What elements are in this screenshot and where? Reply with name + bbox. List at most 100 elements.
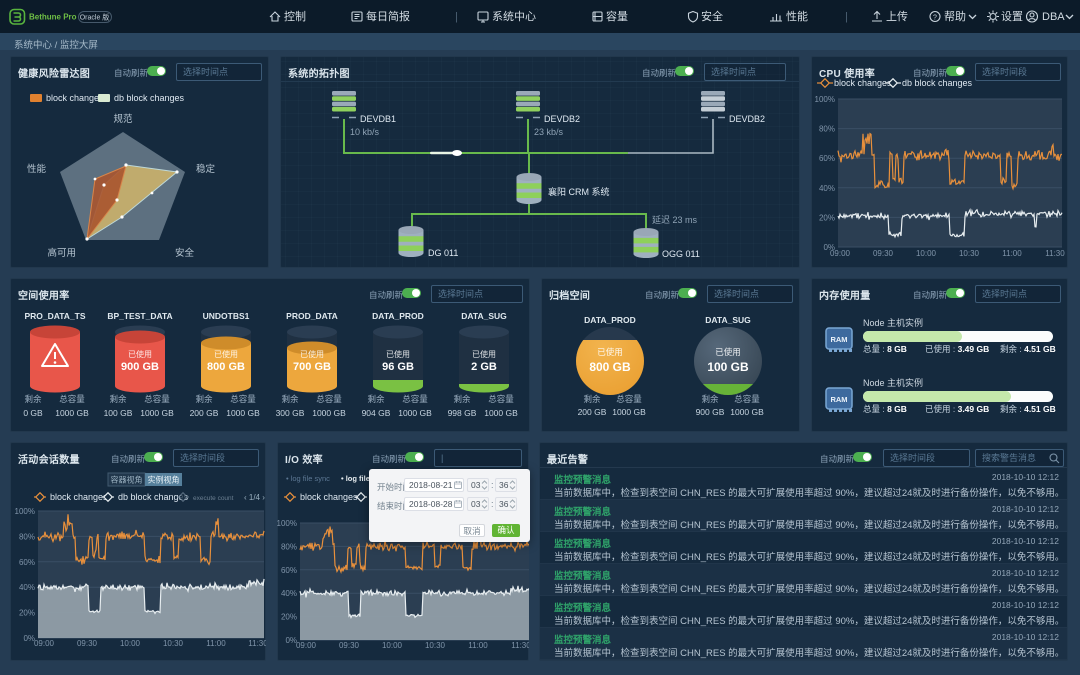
svg-text:安全: 安全 xyxy=(701,9,723,23)
svg-text:11:00: 11:00 xyxy=(206,639,226,648)
svg-text:1000 GB: 1000 GB xyxy=(140,408,174,418)
svg-text:40%: 40% xyxy=(19,583,35,592)
svg-text:20%: 20% xyxy=(819,213,835,222)
svg-text:1000 GB: 1000 GB xyxy=(398,408,432,418)
svg-text:09:00: 09:00 xyxy=(296,641,317,650)
svg-text:db block changes: db block changes xyxy=(902,78,973,88)
svg-text:23 kb/s: 23 kb/s xyxy=(534,127,564,137)
svg-text:|: | xyxy=(845,11,848,23)
svg-text:性能: 性能 xyxy=(27,163,47,175)
svg-text:1000 GB: 1000 GB xyxy=(484,408,518,418)
svg-text:已使用: 已使用 xyxy=(386,349,410,359)
svg-text:总容量: 总容量 xyxy=(230,394,256,404)
svg-text:80%: 80% xyxy=(281,542,297,551)
svg-text:998 GB: 998 GB xyxy=(448,408,477,418)
svg-text:60%: 60% xyxy=(19,558,35,567)
svg-text:DATA_SUG: DATA_SUG xyxy=(705,315,751,325)
svg-text:block changes: block changes xyxy=(50,492,108,502)
svg-text:剩余: 剩余 xyxy=(701,394,719,404)
svg-text:PRO_DATA_TS: PRO_DATA_TS xyxy=(24,311,85,321)
svg-text:高可用: 高可用 xyxy=(47,247,76,259)
svg-text:稳定: 稳定 xyxy=(196,163,216,175)
svg-text:DEVDB1: DEVDB1 xyxy=(360,114,396,124)
svg-text:1000 GB: 1000 GB xyxy=(55,408,89,418)
svg-text:40%: 40% xyxy=(819,184,835,193)
svg-text:0%: 0% xyxy=(23,634,35,643)
svg-text:• log file sync: • log file sync xyxy=(286,474,330,483)
svg-text:控制: 控制 xyxy=(284,9,306,23)
svg-text:block changes: block changes xyxy=(300,492,358,502)
svg-text:10 kb/s: 10 kb/s xyxy=(350,127,380,137)
svg-text:DEVDB2: DEVDB2 xyxy=(544,114,580,124)
svg-text:0 GB: 0 GB xyxy=(23,408,43,418)
svg-text:RAM: RAM xyxy=(830,335,847,344)
svg-text:09:30: 09:30 xyxy=(339,641,360,650)
svg-text:已使用: 已使用 xyxy=(214,349,238,359)
svg-text:10:30: 10:30 xyxy=(163,639,184,648)
svg-text:DG 011: DG 011 xyxy=(428,248,458,258)
svg-text:总量 : 8 GB: 总量 : 8 GB xyxy=(863,404,907,414)
svg-text:PROD_DATA: PROD_DATA xyxy=(286,311,338,321)
svg-text:剩余 : 4.51 GB: 剩余 : 4.51 GB xyxy=(1000,404,1056,414)
svg-text:DATA_SUG: DATA_SUG xyxy=(461,311,507,321)
svg-text:11:00: 11:00 xyxy=(468,641,488,650)
svg-text:RAM: RAM xyxy=(830,395,847,404)
svg-text:100%: 100% xyxy=(277,519,297,528)
svg-text:80%: 80% xyxy=(19,532,35,541)
svg-text:db block changes: db block changes xyxy=(114,93,185,103)
svg-text:BP_TEST_DATA: BP_TEST_DATA xyxy=(107,311,172,321)
svg-text:容量: 容量 xyxy=(606,9,628,23)
svg-text:block changes: block changes xyxy=(46,93,104,103)
svg-text:已使用: 已使用 xyxy=(300,349,324,359)
svg-text:剩余: 剩余 xyxy=(453,394,471,404)
svg-text:?: ? xyxy=(933,15,937,22)
svg-text:09:00: 09:00 xyxy=(830,249,851,258)
svg-text:1000 GB: 1000 GB xyxy=(612,407,646,417)
svg-text:OGG 011: OGG 011 xyxy=(662,249,700,259)
svg-text:已使用: 已使用 xyxy=(597,347,623,357)
svg-text:100 GB: 100 GB xyxy=(104,408,133,418)
svg-text:300 GB: 300 GB xyxy=(276,408,305,418)
svg-text:系统中心: 系统中心 xyxy=(492,10,536,23)
svg-text:剩余: 剩余 xyxy=(281,394,299,404)
svg-text:每日简报: 每日简报 xyxy=(366,9,410,23)
svg-text:1000 GB: 1000 GB xyxy=(226,408,260,418)
svg-text:200 GB: 200 GB xyxy=(190,408,219,418)
svg-text:总量 : 8 GB: 总量 : 8 GB xyxy=(863,344,907,354)
svg-text:已使用: 已使用 xyxy=(472,349,496,359)
svg-text:700 GB: 700 GB xyxy=(293,361,331,373)
svg-text:11:30: 11:30 xyxy=(511,641,529,650)
svg-text:帮助: 帮助 xyxy=(944,9,966,23)
svg-text:execute count: execute count xyxy=(193,495,234,502)
svg-text:20%: 20% xyxy=(19,609,35,618)
svg-text:总容量: 总容量 xyxy=(144,394,170,404)
svg-text:总容量: 总容量 xyxy=(488,394,514,404)
svg-text:100 GB: 100 GB xyxy=(707,360,749,374)
svg-text:96 GB: 96 GB xyxy=(382,361,414,373)
svg-text:09:30: 09:30 xyxy=(873,249,894,258)
svg-text:Node 主机实例: Node 主机实例 xyxy=(863,377,923,388)
svg-text:总容量: 总容量 xyxy=(734,394,760,404)
svg-text:100%: 100% xyxy=(15,507,35,516)
svg-text:性能: 性能 xyxy=(786,9,808,23)
svg-text:‹ 1/4 ›: ‹ 1/4 › xyxy=(244,493,265,502)
svg-text:DATA_PROD: DATA_PROD xyxy=(584,315,636,325)
svg-text:1000 GB: 1000 GB xyxy=(312,408,346,418)
svg-text:已使用 : 3.49 GB: 已使用 : 3.49 GB xyxy=(925,404,989,414)
svg-text:Node 主机实例: Node 主机实例 xyxy=(863,317,923,328)
svg-text:80%: 80% xyxy=(819,125,835,134)
svg-text:剩余: 剩余 xyxy=(195,394,213,404)
svg-text:100%: 100% xyxy=(815,95,835,104)
svg-text:|: | xyxy=(455,11,458,23)
svg-text:60%: 60% xyxy=(819,154,835,163)
svg-text:10:00: 10:00 xyxy=(120,639,141,648)
svg-text:容器视角: 容器视角 xyxy=(111,475,143,485)
svg-text:总容量: 总容量 xyxy=(59,394,85,404)
svg-text:11:00: 11:00 xyxy=(1002,249,1022,258)
svg-text:10:30: 10:30 xyxy=(425,641,446,650)
svg-text:总容量: 总容量 xyxy=(316,394,342,404)
svg-text:剩余: 剩余 xyxy=(24,394,42,404)
svg-text:DEVDB2: DEVDB2 xyxy=(729,114,765,124)
svg-text:剩余: 剩余 xyxy=(109,394,127,404)
svg-text:800 GB: 800 GB xyxy=(207,361,245,373)
